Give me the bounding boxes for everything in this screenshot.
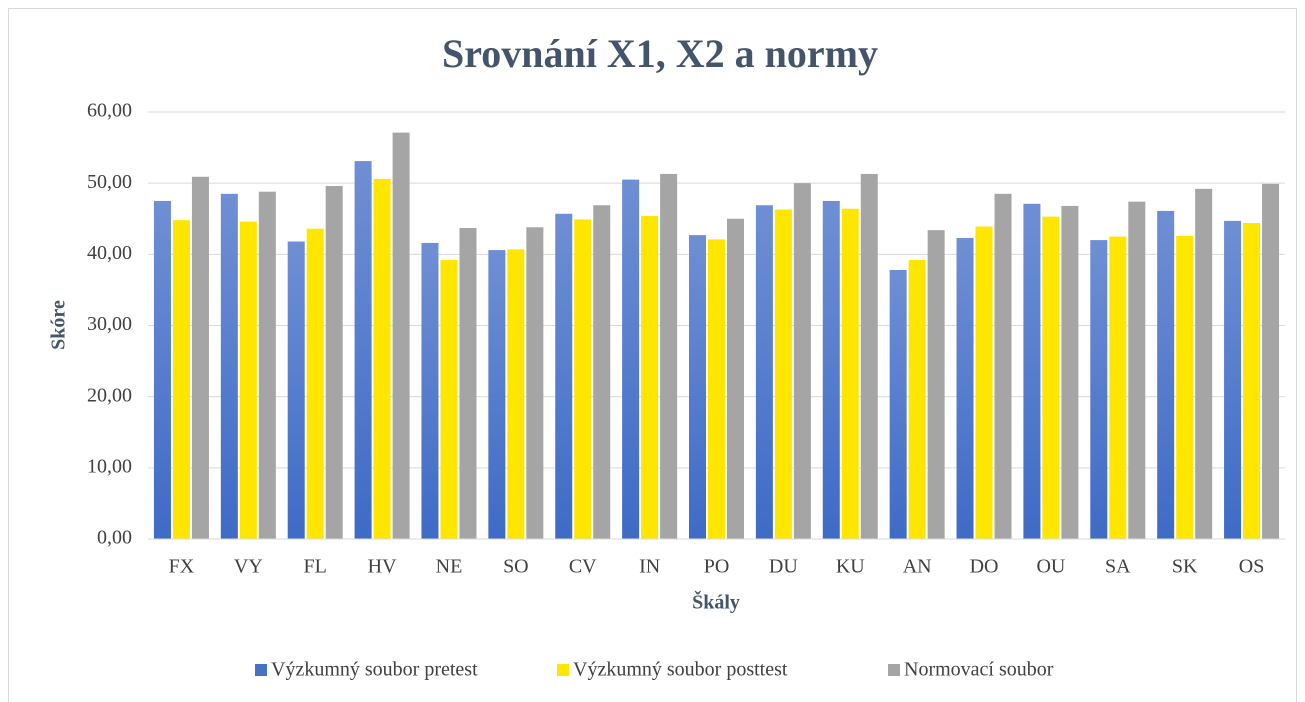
y-tick-label: 30,00 — [87, 313, 132, 335]
x-tick-label: SK — [1172, 556, 1198, 578]
legend-swatch — [888, 664, 900, 676]
x-tick-label: OS — [1239, 556, 1265, 578]
x-tick-label: FL — [304, 556, 327, 578]
bar — [908, 260, 926, 539]
bar — [927, 230, 945, 540]
x-tick-label: NE — [436, 556, 463, 578]
x-tick-label: IN — [639, 556, 660, 578]
legend-label: Normovací soubor — [904, 659, 1054, 681]
bar — [172, 220, 190, 539]
bar — [555, 213, 573, 540]
bar — [1109, 236, 1127, 539]
x-tick-label: PO — [704, 556, 730, 578]
bar — [1262, 183, 1280, 539]
bar — [287, 241, 305, 540]
bar — [1042, 216, 1060, 540]
bar — [860, 173, 878, 540]
bar — [956, 237, 974, 539]
bar — [641, 215, 659, 540]
bar — [507, 249, 525, 539]
bar — [841, 208, 859, 539]
bar — [660, 173, 678, 540]
x-tick-label: KU — [836, 556, 865, 578]
bar — [1128, 201, 1146, 540]
bar — [708, 239, 725, 539]
bar — [421, 242, 439, 540]
y-tick-label: 10,00 — [87, 455, 132, 477]
legend-label: Výzkumný soubor posttest — [573, 659, 788, 681]
x-tick-label: OU — [1036, 556, 1065, 578]
legend-swatch — [557, 664, 569, 676]
x-tick-label: AN — [903, 556, 932, 578]
bar — [1176, 235, 1194, 539]
bar — [889, 269, 907, 539]
chart-title: Srovnání X1, X2 a normy — [442, 31, 878, 76]
bar — [994, 193, 1012, 539]
legend-swatch — [255, 664, 267, 676]
bar — [220, 193, 238, 539]
y-tick-label: 60,00 — [87, 100, 132, 122]
bar — [306, 228, 324, 540]
bar — [822, 200, 840, 540]
bar — [239, 221, 257, 539]
y-tick-label: 0,00 — [97, 527, 132, 549]
x-axis-title: Škály — [692, 590, 740, 614]
x-tick-label: SA — [1105, 556, 1131, 578]
bar — [1023, 203, 1041, 539]
bar — [774, 209, 792, 539]
bar — [1090, 240, 1108, 539]
bar — [392, 132, 410, 539]
bar — [354, 161, 372, 540]
bar — [622, 179, 640, 539]
bar — [755, 205, 773, 539]
bar — [153, 200, 171, 540]
x-tick-label: DU — [769, 556, 798, 578]
x-tick-label: SO — [503, 556, 529, 578]
bar — [325, 186, 343, 539]
x-tick-label: DO — [970, 556, 999, 578]
bar — [1195, 188, 1213, 540]
y-tick-label: 40,00 — [87, 242, 132, 264]
bar — [191, 176, 209, 540]
bar — [258, 191, 276, 539]
bar — [975, 226, 993, 539]
legend-label: Výzkumný soubor pretest — [271, 659, 478, 681]
bar — [440, 260, 458, 539]
x-tick-label: CV — [569, 556, 597, 578]
y-tick-label: 50,00 — [87, 171, 132, 193]
bar — [689, 235, 706, 539]
bar — [488, 250, 506, 539]
bar — [373, 178, 391, 539]
x-tick-label: VY — [234, 556, 263, 578]
bar — [793, 183, 811, 539]
bar — [593, 205, 611, 539]
bar — [1157, 210, 1175, 539]
bar — [459, 228, 477, 540]
bar — [1243, 223, 1261, 539]
bar — [574, 219, 592, 539]
bar — [1224, 220, 1242, 539]
bar — [727, 218, 744, 539]
y-axis-title: Skóre — [48, 300, 70, 350]
bar — [1061, 205, 1079, 539]
x-tick-label: FX — [169, 556, 195, 578]
x-tick-label: HV — [368, 556, 397, 578]
bar — [526, 227, 544, 540]
y-tick-label: 20,00 — [87, 384, 132, 406]
